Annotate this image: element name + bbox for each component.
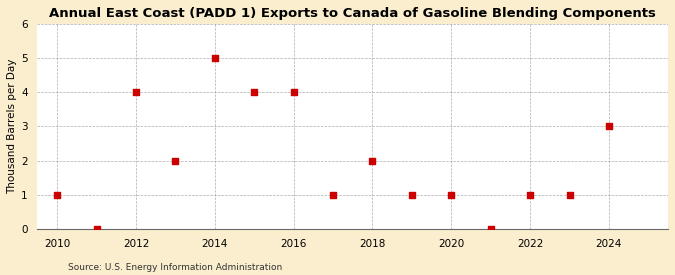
Text: Source: U.S. Energy Information Administration: Source: U.S. Energy Information Administ… <box>68 263 281 272</box>
Point <box>406 193 417 197</box>
Point <box>91 227 102 231</box>
Point <box>367 158 378 163</box>
Point <box>446 193 457 197</box>
Point <box>52 193 63 197</box>
Point <box>288 90 299 95</box>
Point <box>209 56 220 60</box>
Point <box>485 227 496 231</box>
Point <box>603 124 614 129</box>
Point <box>130 90 141 95</box>
Point <box>170 158 181 163</box>
Title: Annual East Coast (PADD 1) Exports to Canada of Gasoline Blending Components: Annual East Coast (PADD 1) Exports to Ca… <box>49 7 656 20</box>
Y-axis label: Thousand Barrels per Day: Thousand Barrels per Day <box>7 59 17 194</box>
Point <box>564 193 575 197</box>
Point <box>327 193 338 197</box>
Point <box>524 193 535 197</box>
Point <box>249 90 260 95</box>
